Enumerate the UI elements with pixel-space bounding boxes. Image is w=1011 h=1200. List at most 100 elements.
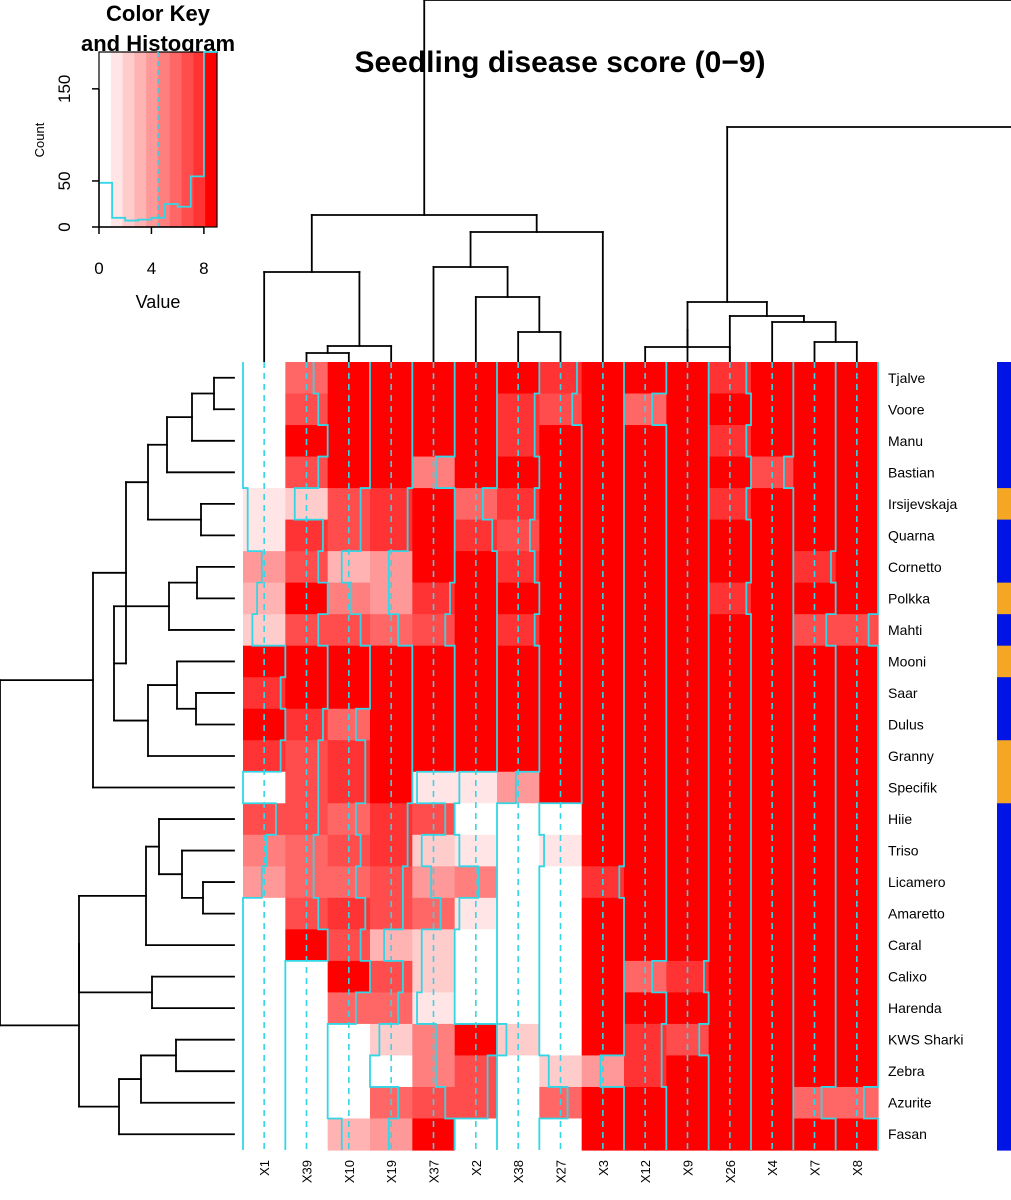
row-side-color — [997, 897, 1011, 930]
heatmap-cell — [624, 960, 667, 993]
color-key-swatch — [99, 52, 112, 227]
heatmap-cell — [370, 740, 413, 773]
heatmap-cell — [793, 1023, 837, 1057]
column-label: X4 — [765, 1160, 780, 1176]
heatmap-cell — [370, 992, 413, 1025]
column-labels: X1 X39 X10 X19 X37 X2 X38 X27 X3 X12 X9 X26 X4 X7 X8 — [257, 1160, 865, 1183]
column-trace — [599, 362, 625, 1150]
row-label: Amaretto — [888, 906, 945, 922]
row-side-color — [997, 456, 1011, 489]
heatmap-cell — [835, 519, 879, 552]
heatmap-cell — [708, 551, 752, 584]
row-label: KWS Sharki — [888, 1032, 963, 1048]
heatmap-cell — [666, 960, 710, 993]
heatmap-cell — [666, 551, 710, 584]
heatmap-cell — [624, 488, 667, 521]
heatmap-cell — [327, 488, 371, 521]
heatmap-cell — [666, 519, 710, 552]
row-side-color — [997, 425, 1011, 458]
column-label: X27 — [554, 1160, 569, 1183]
heatmap-cell — [581, 960, 625, 993]
heatmap-traces — [242, 362, 879, 1150]
heatmap-cell — [412, 740, 456, 773]
column-label: X12 — [638, 1160, 653, 1183]
heatmap-cell — [327, 803, 371, 836]
row-side-color — [997, 992, 1011, 1025]
row-label: Granny — [888, 748, 934, 764]
row-label: Voore — [888, 401, 925, 417]
heatmap-cell — [454, 771, 498, 804]
row-label: Calixo — [888, 969, 927, 985]
column-label: X7 — [808, 1160, 823, 1176]
row-label: Irsijevskaja — [888, 496, 957, 512]
heatmap-cell — [412, 551, 456, 584]
heatmap-cell — [285, 551, 329, 584]
color-key-swatch — [193, 52, 206, 227]
heatmap-cell — [624, 740, 667, 773]
heatmap-cell — [412, 960, 456, 993]
heatmap-cell — [539, 1023, 583, 1057]
column-trace — [820, 362, 837, 1150]
column-trace — [453, 362, 498, 1150]
row-label: Quarna — [888, 527, 935, 543]
heatmap-cell — [624, 803, 667, 836]
heatmap-cell — [751, 1023, 794, 1057]
heatmap-cell — [751, 960, 794, 993]
row-side-color — [997, 1023, 1011, 1057]
row-side-color — [997, 929, 1011, 962]
heatmap-cell — [708, 992, 752, 1025]
heatmap-cell — [793, 803, 837, 836]
row-label: Polkka — [888, 590, 930, 606]
heatmap-cell — [666, 992, 710, 1025]
heatmap-cell — [243, 740, 286, 773]
color-key-swatch — [122, 52, 135, 227]
heatmap-cell — [370, 551, 413, 584]
row-label: Caral — [888, 937, 921, 953]
row-label: Specifik — [888, 780, 938, 796]
heatmap-cell — [624, 551, 667, 584]
row-side-color — [997, 771, 1011, 804]
column-trace — [651, 362, 668, 1150]
row-side-colors — [997, 362, 1011, 1151]
heatmap-cell — [835, 803, 879, 836]
row-side-color — [997, 1118, 1011, 1151]
row-label: Cornetto — [888, 559, 942, 575]
heatmap-cell — [497, 488, 540, 521]
heatmap-cell — [581, 488, 625, 521]
column-label: X39 — [300, 1160, 315, 1183]
heatmap-cell — [581, 740, 625, 773]
row-label: Saar — [888, 685, 918, 701]
heatmap-cell — [581, 1023, 625, 1057]
color-key-x-tick: 8 — [199, 259, 208, 278]
heatmap-cell — [285, 519, 329, 552]
heatmap-cell — [666, 488, 710, 521]
row-label: Azurite — [888, 1095, 932, 1111]
row-label: Zebra — [888, 1063, 925, 1079]
color-key-swatch — [181, 52, 194, 227]
heatmap-cell — [285, 992, 329, 1025]
color-key-swatch — [205, 52, 218, 227]
heatmap-cell — [454, 1023, 498, 1057]
row-side-color — [997, 582, 1011, 615]
color-key-x-tick: 0 — [94, 259, 103, 278]
heatmap-cell — [835, 488, 879, 521]
row-dendrogram — [0, 376, 235, 1136]
heatmap-cell — [285, 740, 329, 773]
heatmap-cell — [327, 992, 371, 1025]
heatmap-cell — [835, 960, 879, 993]
color-key-swatch — [169, 52, 183, 227]
heatmap-cell — [539, 771, 583, 804]
heatmap-cell — [454, 519, 498, 552]
heatmap-cell — [497, 519, 540, 552]
heatmap-cell — [666, 803, 710, 836]
row-side-color — [997, 740, 1011, 773]
heatmap-cell — [539, 740, 583, 773]
heatmap-cell — [497, 992, 540, 1025]
heatmap-cell — [539, 960, 583, 993]
row-label: Manu — [888, 433, 923, 449]
heatmap-cell — [370, 1023, 413, 1057]
row-side-color — [997, 960, 1011, 993]
heatmap-cell — [708, 1023, 752, 1057]
row-side-color — [997, 803, 1011, 836]
